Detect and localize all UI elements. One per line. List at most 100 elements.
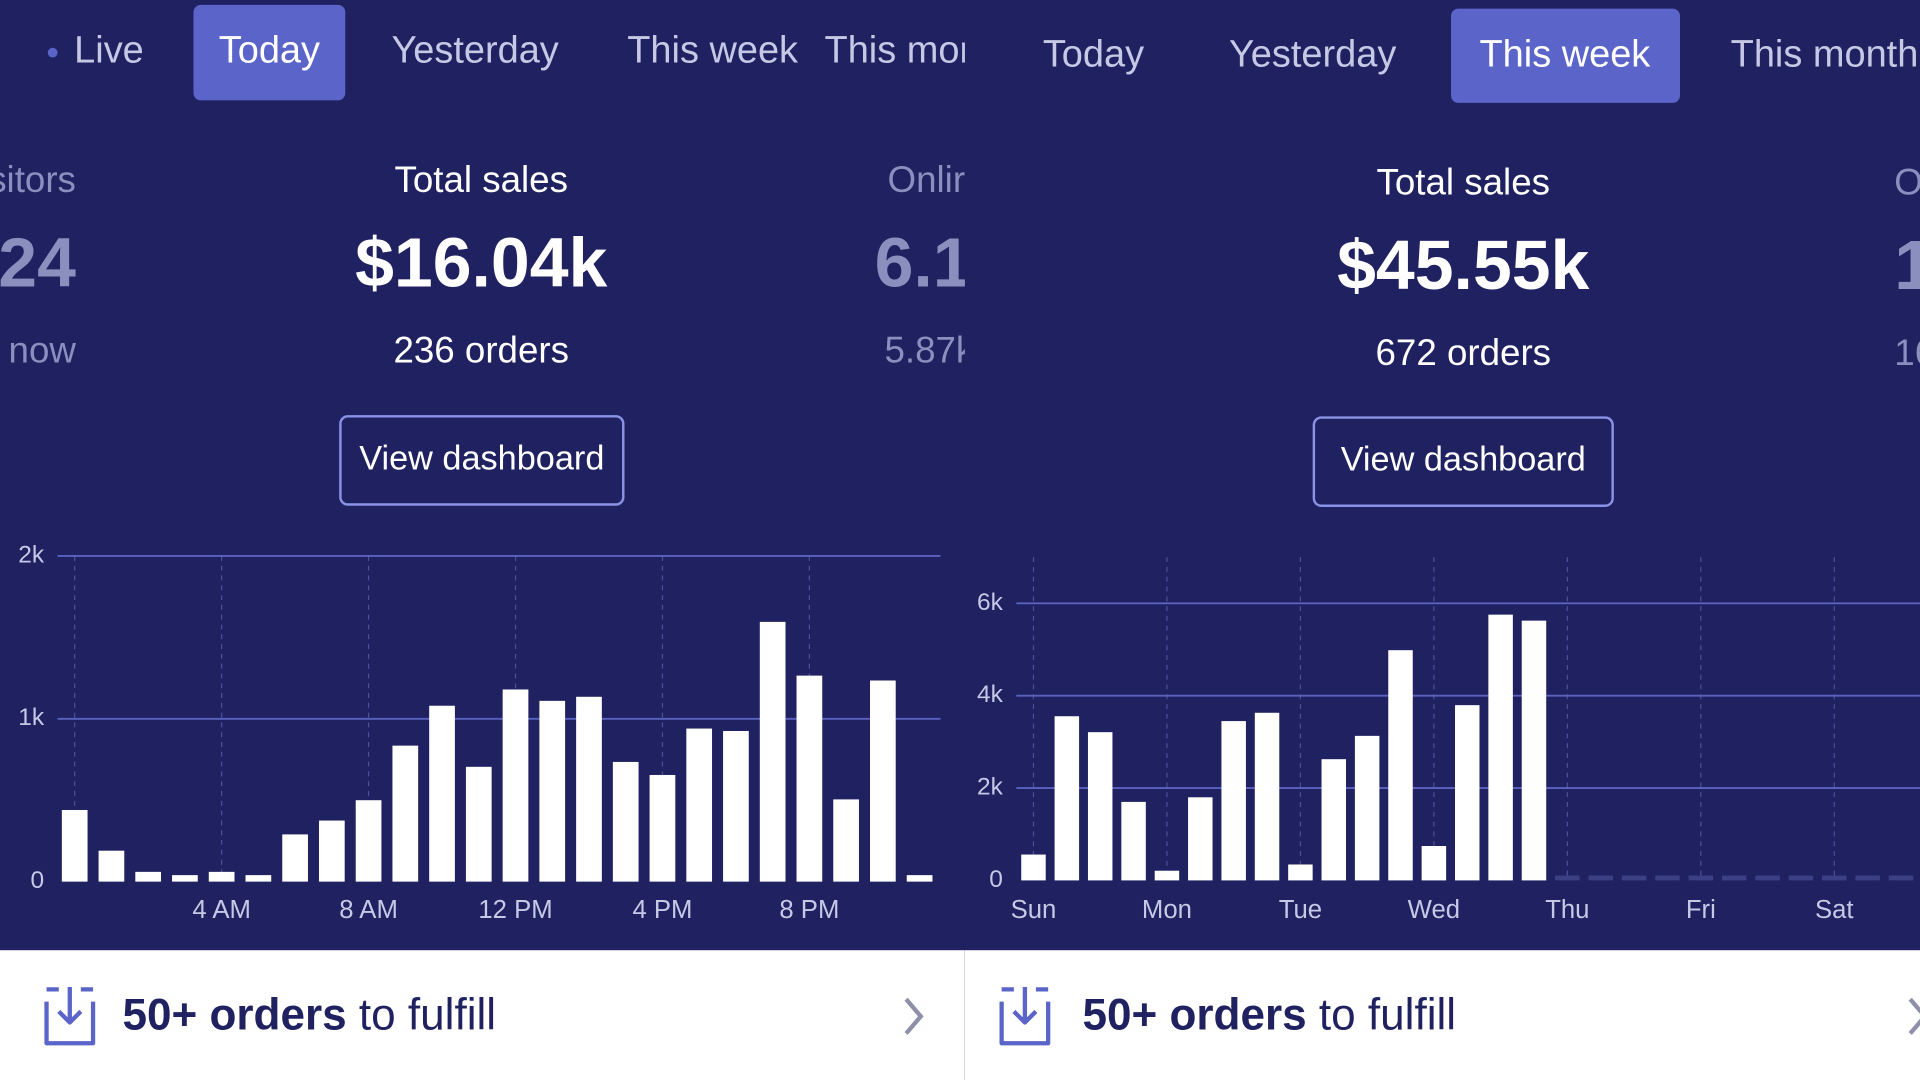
placeholder [1621, 875, 1647, 881]
stat-right-label: Onlirions [888, 159, 1033, 200]
bar [1054, 716, 1080, 881]
x-tick-label: Fri [1686, 896, 1716, 924]
tab[interactable]: Today [219, 30, 320, 72]
y-tick-label: 6k [977, 589, 1004, 616]
stat-right-sub: 5.87ktors [884, 329, 1035, 370]
bar [1421, 846, 1447, 881]
bar [245, 875, 272, 882]
x-tick-label: 8 AM [339, 896, 398, 924]
bar [1354, 735, 1380, 881]
bar [723, 730, 749, 882]
stat-left-label: sitors [0, 159, 76, 200]
bar [1521, 620, 1547, 881]
stat-sub: 672 orders [1375, 332, 1551, 373]
bar [612, 761, 639, 882]
x-tick-label: Tue [1279, 896, 1322, 924]
placeholder [1788, 875, 1814, 881]
tab[interactable]: Live [74, 30, 144, 72]
placeholder [1755, 875, 1780, 881]
bar [1388, 650, 1413, 881]
tab[interactable]: Yesterday [391, 30, 558, 72]
tab[interactable]: This week [1480, 33, 1652, 75]
y-tick-label: 0 [30, 867, 44, 894]
bar [1188, 797, 1213, 881]
bar [98, 850, 125, 882]
footer[interactable] [964, 950, 1920, 1080]
footer[interactable] [0, 950, 965, 1080]
bar [1455, 705, 1480, 881]
x-tick-label: 12 PM [478, 896, 552, 924]
y-tick-label: 2k [977, 774, 1004, 801]
chevron[interactable] [1908, 997, 1920, 1035]
bar [1321, 759, 1347, 881]
bar [833, 799, 859, 882]
footer-text[interactable]: 50+ orders to fulfill [122, 990, 496, 1039]
footer-rest: to fulfill [359, 990, 496, 1039]
y-tick-label: 2k [18, 541, 45, 568]
bar [172, 875, 198, 882]
bar [355, 800, 382, 882]
x-tick-label: Sun [1011, 896, 1057, 924]
bar [686, 728, 713, 882]
bar [1021, 854, 1046, 881]
bar [1154, 870, 1180, 881]
bar [318, 820, 345, 882]
stat-label: Total sales [1377, 162, 1550, 203]
bar [502, 689, 529, 882]
bar [392, 745, 419, 882]
button-label[interactable]: View dashboard [359, 439, 604, 477]
bar [1488, 614, 1513, 881]
bar [282, 834, 308, 882]
tab-selected [193, 4, 346, 101]
bar [135, 871, 162, 882]
bar [429, 705, 455, 882]
placeholder [1688, 875, 1714, 881]
stat-right-sub: 16 [1894, 332, 1920, 373]
placeholder [1721, 875, 1747, 881]
bar [208, 871, 235, 882]
x-tick-label: Sat [1815, 896, 1854, 924]
footer-rest: to fulfill [1319, 990, 1456, 1039]
placeholder [1655, 875, 1680, 881]
chevron[interactable] [904, 997, 924, 1035]
tab[interactable]: Yesterday [1229, 33, 1396, 75]
bar [1288, 864, 1313, 881]
tab-selected [1451, 8, 1680, 103]
stat-sub: 236 orders [393, 329, 569, 370]
panel: Live Today Yesterday This week This month sit… [0, 4, 1046, 1080]
stat-right-value: 6.11k [875, 224, 1046, 302]
bar [1121, 801, 1146, 881]
download-icon [44, 986, 96, 1046]
bar [576, 696, 602, 882]
stat-left-value: 24 [0, 224, 76, 302]
bar [61, 809, 88, 882]
panel: Today Yesterday This week This month Total s… [964, 8, 1920, 1080]
placeholder [1555, 875, 1580, 881]
placeholder [1822, 875, 1847, 881]
footer-text[interactable]: 50+ orders to fulfill [1082, 990, 1456, 1039]
bar [649, 774, 676, 882]
placeholder [1888, 875, 1914, 881]
y-tick-label: 0 [989, 866, 1003, 893]
button[interactable] [1312, 416, 1614, 507]
tab[interactable]: This week [627, 30, 799, 72]
stat-label: Total sales [394, 159, 567, 200]
bar [465, 766, 492, 882]
x-tick-label: 4 PM [632, 896, 692, 924]
x-tick-label: Thu [1545, 896, 1589, 924]
live-dot [47, 47, 58, 58]
x-tick-label: Wed [1408, 896, 1460, 924]
tab[interactable]: This month [825, 30, 1013, 72]
tab[interactable]: This month [1731, 33, 1919, 75]
stat-right-value: 1 [1894, 226, 1920, 304]
bar [1221, 721, 1246, 881]
button[interactable] [339, 415, 625, 506]
tab[interactable]: Today [1043, 33, 1144, 75]
y-tick-label: 1k [18, 704, 45, 731]
button-label[interactable]: View dashboard [1341, 441, 1586, 479]
stat-value: $45.55k [1337, 226, 1589, 304]
stat-right-label: O [1894, 162, 1920, 203]
